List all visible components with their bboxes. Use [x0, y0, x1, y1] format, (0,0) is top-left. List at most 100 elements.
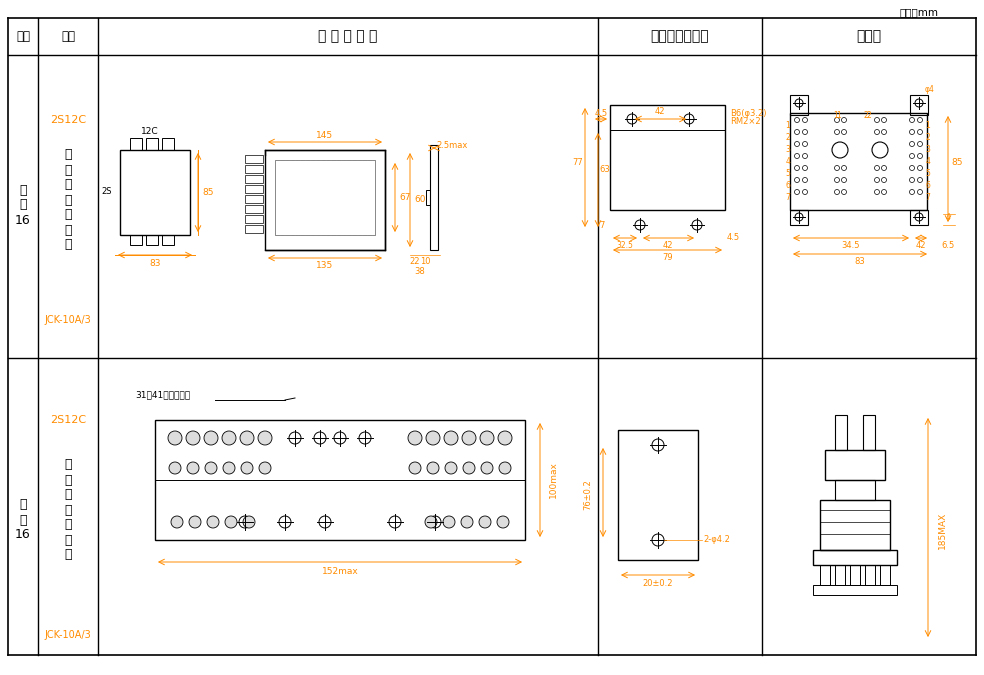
Text: 83: 83: [855, 257, 865, 267]
Text: 63: 63: [599, 165, 610, 175]
Text: 3: 3: [926, 146, 931, 155]
Circle shape: [909, 130, 914, 134]
Bar: [146, 138, 158, 150]
Bar: [245, 175, 263, 183]
Bar: [813, 585, 897, 595]
Circle shape: [803, 142, 808, 146]
Circle shape: [794, 190, 800, 194]
Circle shape: [444, 431, 458, 445]
Circle shape: [171, 516, 183, 528]
Text: 2: 2: [864, 111, 868, 119]
Text: 34.5: 34.5: [841, 242, 860, 250]
Circle shape: [841, 117, 846, 122]
Bar: [835, 480, 875, 500]
Circle shape: [794, 142, 800, 146]
Circle shape: [841, 190, 846, 194]
Bar: [820, 500, 890, 550]
Circle shape: [186, 431, 200, 445]
Text: 5: 5: [926, 169, 931, 178]
Circle shape: [909, 178, 914, 182]
Circle shape: [909, 153, 914, 159]
Circle shape: [917, 142, 923, 146]
Circle shape: [917, 165, 923, 171]
Circle shape: [917, 117, 923, 122]
Circle shape: [225, 516, 237, 528]
Circle shape: [794, 153, 800, 159]
Text: 1: 1: [836, 111, 841, 119]
Bar: [275, 160, 375, 235]
Circle shape: [480, 431, 494, 445]
Text: 10: 10: [420, 257, 430, 267]
Bar: [245, 195, 263, 203]
Circle shape: [841, 165, 846, 171]
Bar: [130, 235, 142, 245]
Text: 凸
出
式
板
前
接
线: 凸 出 式 板 前 接 线: [64, 458, 72, 562]
Text: 4: 4: [785, 157, 790, 167]
Text: 4.5: 4.5: [594, 109, 607, 117]
Circle shape: [168, 431, 182, 445]
Bar: [610, 105, 725, 210]
Text: 结构: 结构: [61, 30, 75, 43]
Circle shape: [499, 462, 511, 474]
Circle shape: [834, 178, 839, 182]
Bar: [245, 205, 263, 213]
Text: 85: 85: [952, 158, 962, 167]
Circle shape: [917, 178, 923, 182]
Text: 5: 5: [785, 169, 790, 178]
Circle shape: [425, 516, 437, 528]
Bar: [120, 150, 190, 235]
Bar: [426, 190, 430, 205]
Circle shape: [794, 165, 800, 171]
Circle shape: [481, 462, 493, 474]
Circle shape: [497, 516, 509, 528]
Circle shape: [803, 130, 808, 134]
Circle shape: [204, 431, 218, 445]
Text: 2-φ4.2: 2-φ4.2: [703, 535, 730, 545]
Bar: [910, 210, 928, 225]
Circle shape: [882, 117, 887, 122]
Text: 7: 7: [785, 194, 790, 202]
Circle shape: [259, 462, 271, 474]
Text: 2: 2: [926, 134, 931, 142]
Circle shape: [875, 178, 880, 182]
Text: 1: 1: [926, 122, 931, 130]
Text: 2S12C: 2S12C: [50, 415, 86, 425]
Text: 凸
出
式
板
后
接
线: 凸 出 式 板 后 接 线: [64, 148, 72, 252]
Text: 2: 2: [785, 134, 790, 142]
Text: 83: 83: [150, 259, 160, 267]
Text: 79: 79: [662, 254, 673, 263]
Bar: [265, 150, 385, 250]
Circle shape: [875, 190, 880, 194]
Text: 4: 4: [946, 213, 951, 223]
Circle shape: [794, 117, 800, 122]
Circle shape: [169, 462, 181, 474]
Circle shape: [841, 130, 846, 134]
Circle shape: [222, 431, 236, 445]
Circle shape: [917, 190, 923, 194]
Text: 6: 6: [785, 182, 790, 190]
Circle shape: [794, 178, 800, 182]
Bar: [820, 565, 830, 585]
Text: 2: 2: [867, 111, 872, 119]
Bar: [910, 95, 928, 115]
Text: 152max: 152max: [322, 568, 358, 576]
Text: 1: 1: [785, 122, 790, 130]
Circle shape: [427, 462, 439, 474]
Bar: [245, 185, 263, 193]
Circle shape: [909, 142, 914, 146]
Text: φ4: φ4: [925, 86, 935, 94]
Bar: [245, 215, 263, 223]
Circle shape: [803, 153, 808, 159]
Circle shape: [409, 462, 421, 474]
Text: 2S: 2S: [101, 188, 112, 196]
Bar: [245, 155, 263, 163]
Circle shape: [207, 516, 219, 528]
Bar: [430, 145, 438, 250]
Text: JCK-10A/3: JCK-10A/3: [44, 315, 92, 325]
Text: 7: 7: [599, 221, 605, 230]
Circle shape: [834, 165, 839, 171]
Circle shape: [240, 431, 254, 445]
Bar: [863, 415, 875, 450]
Text: 42: 42: [916, 242, 926, 250]
Circle shape: [498, 431, 512, 445]
